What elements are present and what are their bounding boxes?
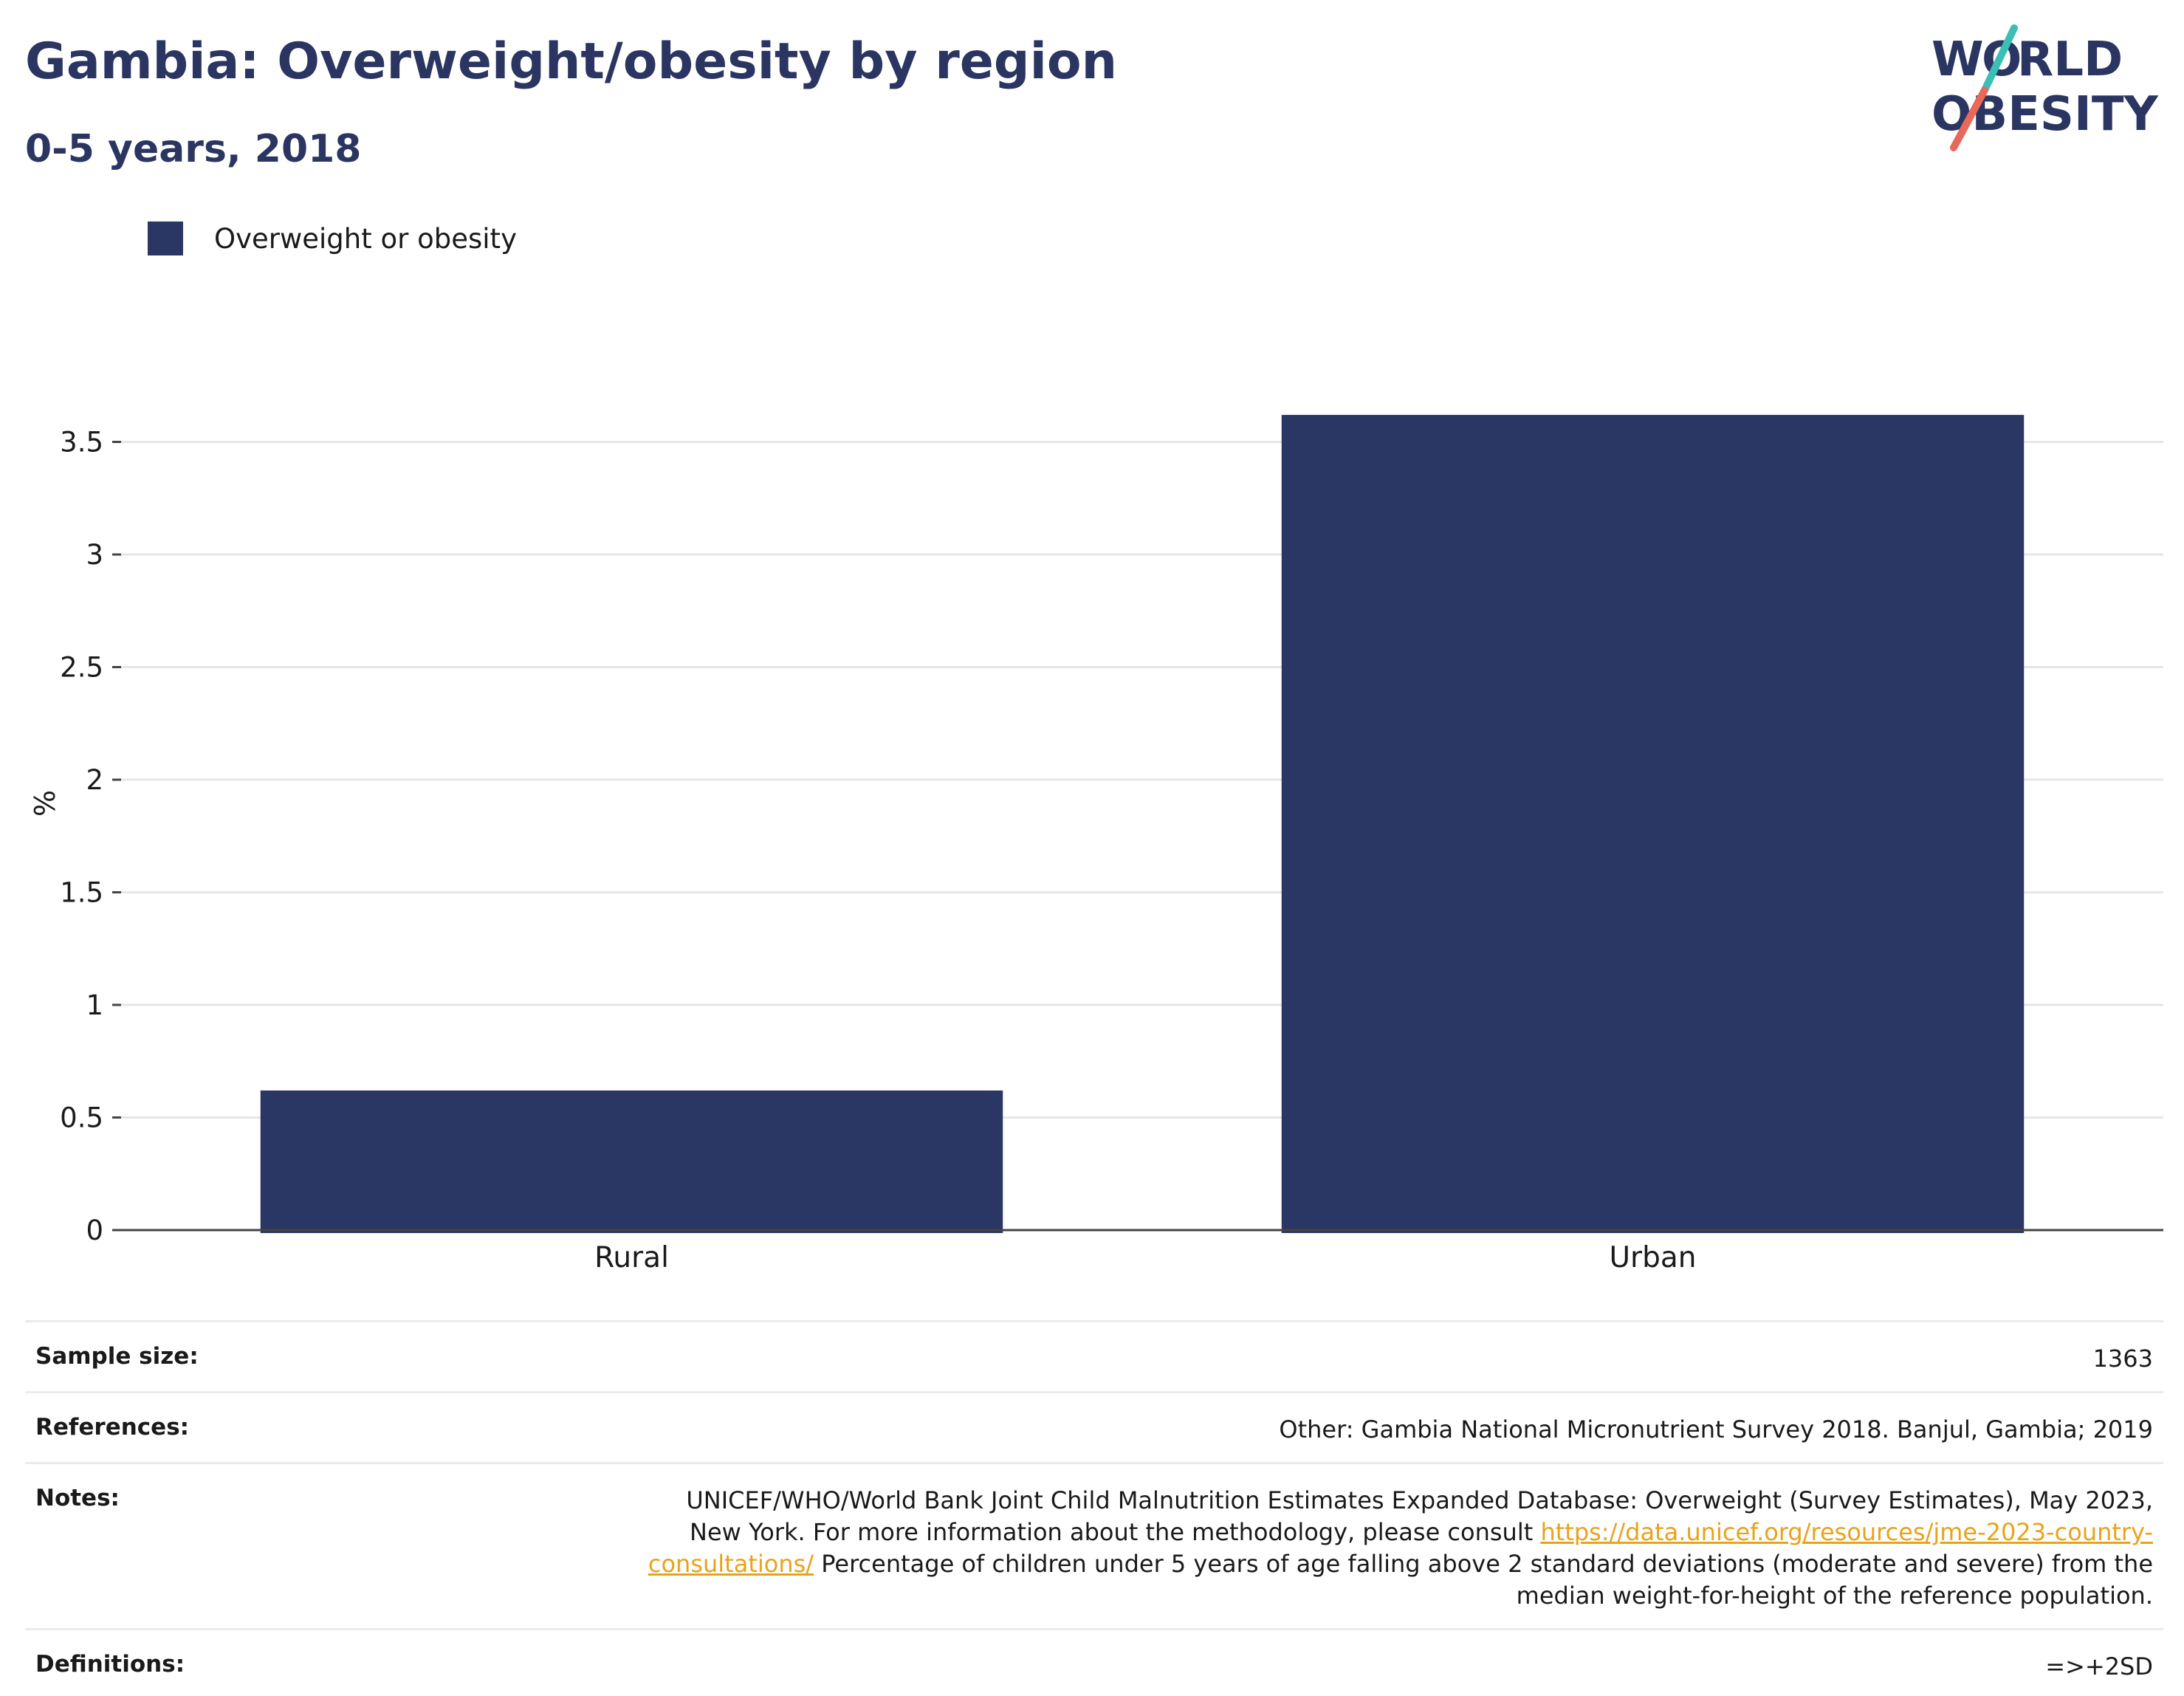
svg-text:W: W <box>1931 32 1984 87</box>
bar-rural <box>260 1090 1003 1233</box>
x-tick-label-urban: Urban <box>1610 1241 1697 1274</box>
page-subtitle: 0-5 years, 2018 <box>25 127 362 171</box>
y-tick-label: 0.5 <box>60 1102 103 1134</box>
x-tick-labels: Rural Urban <box>594 1241 1696 1274</box>
definitions-row: Definitions: =>+2SD <box>25 1628 2163 1696</box>
notes-text-1: UNICEF/WHO/World Bank Joint Child Malnut… <box>686 1486 2153 1546</box>
notes-row: Notes: UNICEF/WHO/World Bank Joint Child… <box>25 1462 2163 1628</box>
y-tick-label: 0 <box>86 1215 103 1246</box>
bars <box>260 414 2025 1233</box>
sample-size-value: 1363 <box>2092 1345 2153 1373</box>
bar-chart: 0 0.5 1 1.5 2 2.5 3 3.5 Rural Urban % <box>29 414 2163 1274</box>
references-row: References: Other: Gambia National Micro… <box>25 1391 2163 1462</box>
references-label: References: <box>35 1414 190 1441</box>
y-axis-title: % <box>29 790 61 817</box>
world-obesity-logo: W O RLD OBESITY <box>1931 24 2158 151</box>
sample-size-row: Sample size: 1363 <box>25 1320 2163 1391</box>
notes-text-2: Percentage of children under 5 years of … <box>821 1550 2153 1610</box>
sample-size-label: Sample size: <box>35 1343 199 1370</box>
notes-value: UNICEF/WHO/World Bank Joint Child Malnut… <box>647 1485 2153 1612</box>
bar-urban <box>1281 414 2025 1233</box>
notes-link[interactable]: https://data.unicef.org/resources/jme-20… <box>648 1518 2153 1578</box>
svg-text:RLD: RLD <box>2017 32 2123 87</box>
notes-label: Notes: <box>35 1485 120 1511</box>
info-table: Sample size: 1363 References: Other: Gam… <box>25 1320 2163 1696</box>
definitions-value: =>+2SD <box>2045 1652 2153 1680</box>
y-tick-labels: 0 0.5 1 1.5 2 2.5 3 3.5 <box>60 427 121 1246</box>
legend-swatch <box>148 222 183 255</box>
references-value: Other: Gambia National Micronutrient Sur… <box>1279 1415 2153 1443</box>
y-tick-label: 2.5 <box>60 652 103 684</box>
y-tick-label: 1 <box>86 989 103 1021</box>
y-tick-label: 1.5 <box>60 877 103 909</box>
page-title: Gambia: Overweight/obesity by region <box>25 32 1117 91</box>
y-tick-label: 2 <box>86 764 103 796</box>
x-tick-label-rural: Rural <box>594 1241 669 1274</box>
y-tick-label: 3.5 <box>60 427 103 459</box>
chart-legend: Overweight or obesity <box>148 222 517 255</box>
y-tick-label: 3 <box>86 539 103 571</box>
legend-label: Overweight or obesity <box>214 222 517 255</box>
definitions-label: Definitions: <box>35 1651 185 1678</box>
